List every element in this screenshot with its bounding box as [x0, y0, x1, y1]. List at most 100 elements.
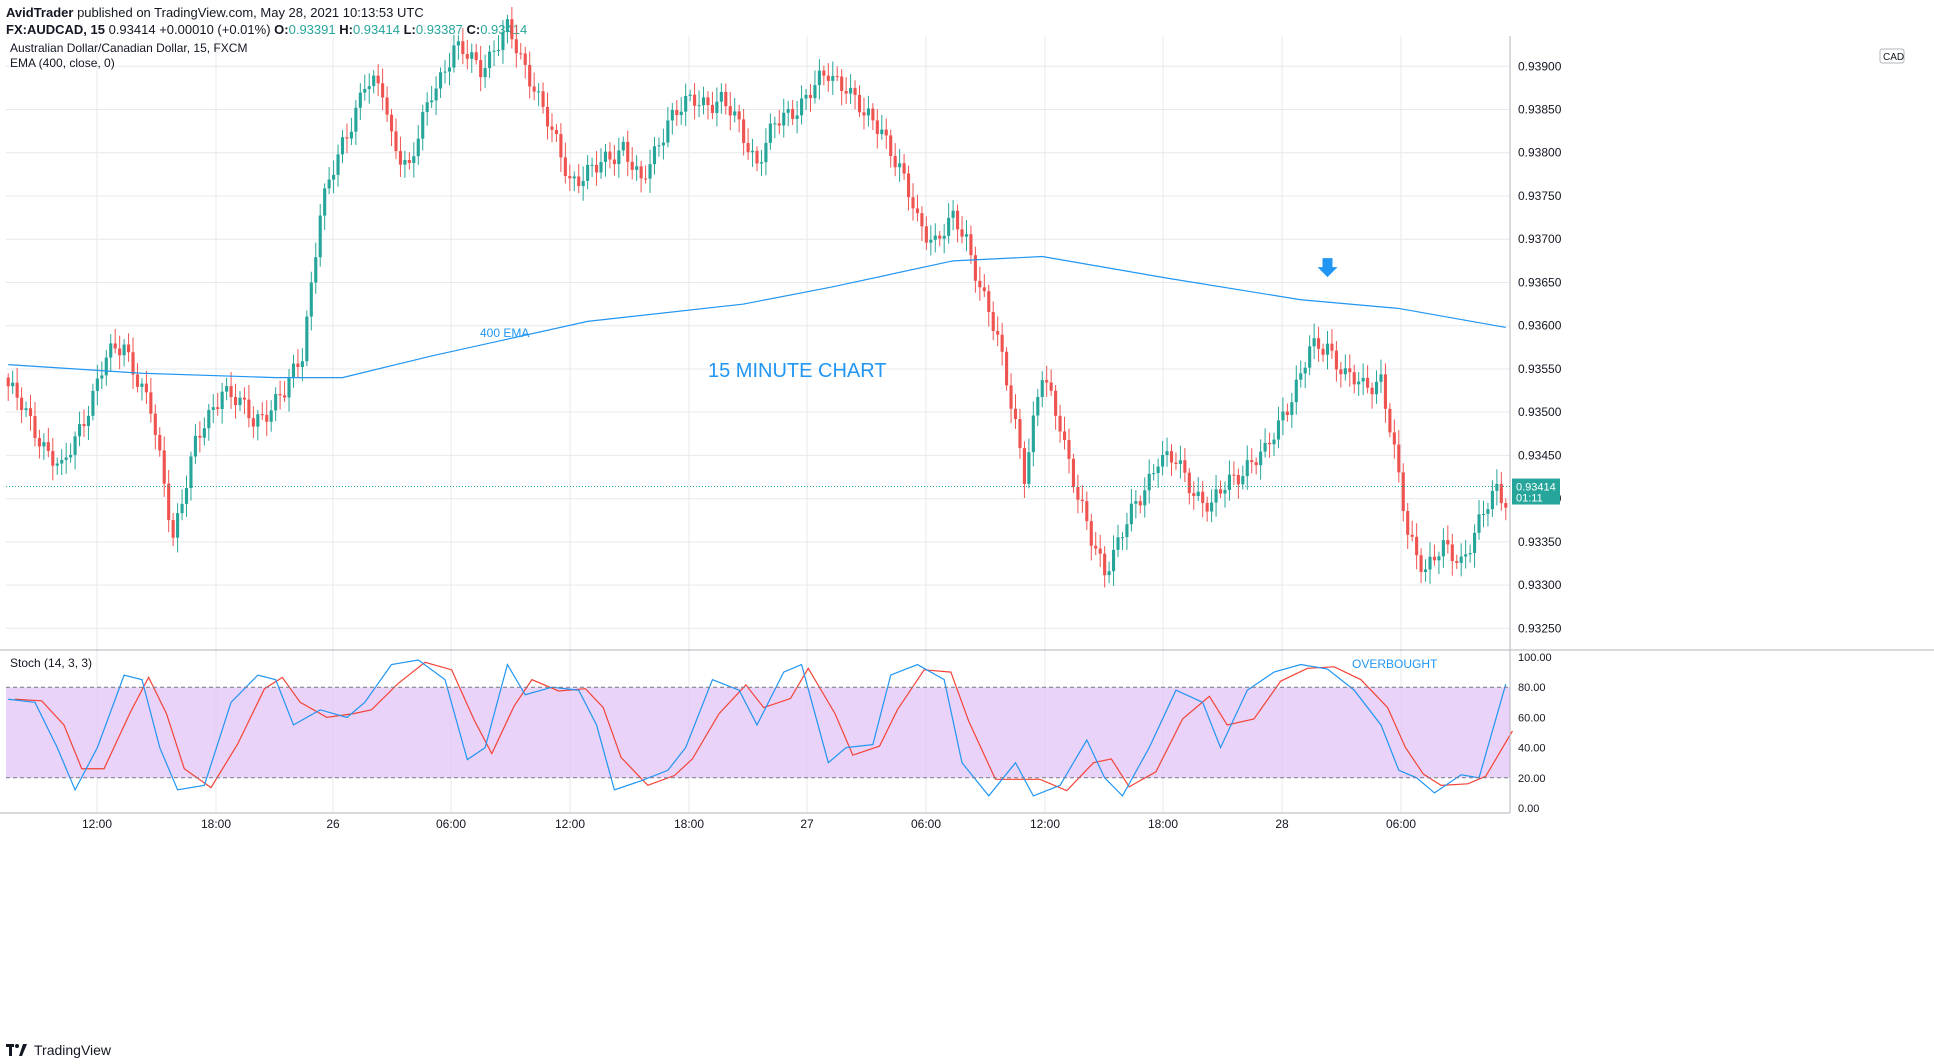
- candle[interactable]: [55, 457, 59, 475]
- candle[interactable]: [144, 370, 148, 404]
- candle[interactable]: [470, 43, 474, 73]
- candle[interactable]: [657, 137, 661, 157]
- candle[interactable]: [135, 363, 140, 393]
- candle[interactable]: [1370, 382, 1374, 409]
- candle[interactable]: [528, 51, 532, 99]
- candle[interactable]: [1312, 323, 1316, 359]
- candle[interactable]: [594, 151, 599, 186]
- candle[interactable]: [880, 114, 884, 140]
- candle[interactable]: [274, 387, 278, 422]
- candle[interactable]: [127, 333, 131, 362]
- candle[interactable]: [407, 152, 411, 170]
- candle[interactable]: [1085, 491, 1089, 530]
- candle[interactable]: [1111, 535, 1116, 586]
- candle[interactable]: [755, 146, 759, 172]
- candle[interactable]: [817, 59, 821, 100]
- candle[interactable]: [768, 113, 772, 150]
- candle[interactable]: [1201, 481, 1205, 518]
- candle[interactable]: [91, 383, 95, 421]
- candle[interactable]: [933, 223, 937, 253]
- candle[interactable]: [314, 242, 318, 294]
- candle[interactable]: [456, 35, 460, 60]
- candle[interactable]: [532, 72, 536, 101]
- candle[interactable]: [1218, 480, 1223, 498]
- candle[interactable]: [942, 224, 946, 254]
- candle[interactable]: [1459, 543, 1463, 577]
- candle[interactable]: [1013, 394, 1018, 429]
- candle[interactable]: [1477, 500, 1481, 540]
- candle[interactable]: [42, 433, 46, 460]
- candle[interactable]: [697, 90, 701, 118]
- candle[interactable]: [305, 310, 309, 367]
- candle[interactable]: [1450, 533, 1454, 576]
- candle[interactable]: [1406, 502, 1410, 550]
- candle[interactable]: [278, 380, 282, 410]
- candle[interactable]: [207, 403, 211, 441]
- candle[interactable]: [987, 284, 991, 327]
- candle[interactable]: [853, 80, 857, 110]
- candle[interactable]: [822, 65, 826, 86]
- candle[interactable]: [563, 142, 567, 184]
- candle[interactable]: [180, 489, 184, 521]
- candle[interactable]: [403, 150, 407, 178]
- candle[interactable]: [1134, 490, 1138, 519]
- candle[interactable]: [95, 364, 99, 406]
- candle[interactable]: [808, 83, 813, 112]
- candle[interactable]: [1049, 369, 1053, 396]
- candle[interactable]: [421, 104, 425, 151]
- candle[interactable]: [1348, 354, 1352, 387]
- candle[interactable]: [167, 470, 171, 533]
- candle[interactable]: [1169, 444, 1174, 477]
- candle[interactable]: [724, 83, 728, 115]
- candle[interactable]: [1481, 500, 1486, 528]
- candle[interactable]: [996, 316, 1000, 347]
- candle[interactable]: [831, 61, 835, 95]
- candle[interactable]: [1276, 406, 1281, 449]
- candle[interactable]: [639, 160, 643, 193]
- candle[interactable]: [1062, 416, 1067, 450]
- candle[interactable]: [630, 147, 634, 180]
- candle[interactable]: [661, 128, 665, 160]
- candle[interactable]: [496, 35, 501, 56]
- candle[interactable]: [300, 348, 304, 382]
- candle[interactable]: [149, 377, 153, 423]
- candle[interactable]: [826, 63, 830, 92]
- candle[interactable]: [211, 394, 215, 424]
- candle[interactable]: [568, 164, 572, 191]
- candle[interactable]: [1227, 460, 1231, 501]
- candle[interactable]: [434, 76, 438, 116]
- candle[interactable]: [488, 45, 492, 78]
- candle[interactable]: [33, 401, 37, 447]
- candle[interactable]: [612, 145, 616, 176]
- candle[interactable]: [541, 82, 545, 114]
- candle[interactable]: [621, 136, 625, 157]
- candle[interactable]: [398, 136, 403, 177]
- candle[interactable]: [118, 335, 122, 370]
- candle[interactable]: [746, 128, 750, 160]
- candle[interactable]: [265, 400, 269, 437]
- candle[interactable]: [372, 70, 376, 94]
- candle[interactable]: [269, 400, 273, 432]
- candle[interactable]: [1076, 474, 1080, 514]
- candle[interactable]: [349, 117, 353, 146]
- candle[interactable]: [425, 92, 429, 126]
- candle[interactable]: [1205, 496, 1209, 522]
- candles-layer[interactable]: [6, 7, 1508, 588]
- candle[interactable]: [1125, 512, 1129, 550]
- candle[interactable]: [193, 424, 197, 464]
- candle[interactable]: [1241, 465, 1245, 490]
- candle[interactable]: [474, 43, 478, 65]
- candle[interactable]: [1165, 437, 1169, 467]
- candle[interactable]: [777, 109, 781, 134]
- candle[interactable]: [363, 74, 367, 101]
- candle[interactable]: [1071, 453, 1076, 493]
- candle[interactable]: [514, 24, 518, 68]
- candle[interactable]: [510, 7, 514, 49]
- candle[interactable]: [969, 225, 973, 264]
- candle[interactable]: [1156, 458, 1160, 488]
- candle[interactable]: [1379, 359, 1383, 393]
- candle[interactable]: [1294, 365, 1298, 415]
- candle[interactable]: [389, 109, 394, 147]
- candle[interactable]: [1499, 472, 1503, 511]
- candle[interactable]: [648, 149, 652, 193]
